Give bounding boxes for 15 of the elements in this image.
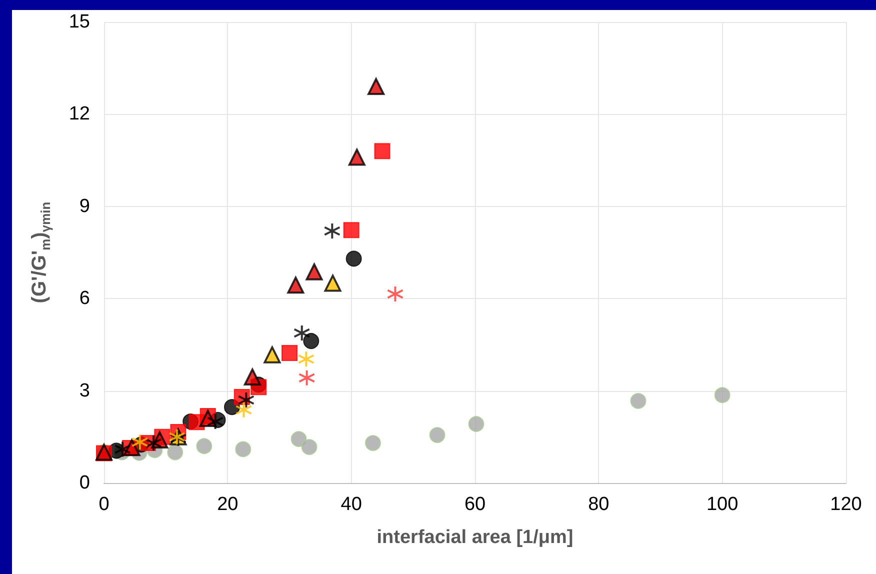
x-tick-label: 20: [217, 494, 238, 515]
x-tick-label: 100: [706, 494, 738, 515]
x-tick-label: 40: [340, 494, 362, 515]
y-axis-title: (G'/G'm)γmin: [28, 202, 53, 304]
x-tick-label: 120: [830, 494, 862, 515]
y-tick-label: 12: [68, 104, 90, 125]
y-tick-label: 15: [68, 12, 90, 32]
y-tick-label: 3: [79, 380, 90, 402]
y-tick-label: 9: [79, 196, 90, 217]
y-tick-label: 0: [79, 472, 90, 494]
x-tick-label: 80: [588, 494, 610, 515]
x-tick-label: 0: [98, 494, 110, 515]
x-axis-title: interfacial area [1/μm]: [376, 527, 574, 548]
y-tick-label: 6: [79, 288, 90, 310]
x-tick-label: 60: [464, 494, 486, 515]
